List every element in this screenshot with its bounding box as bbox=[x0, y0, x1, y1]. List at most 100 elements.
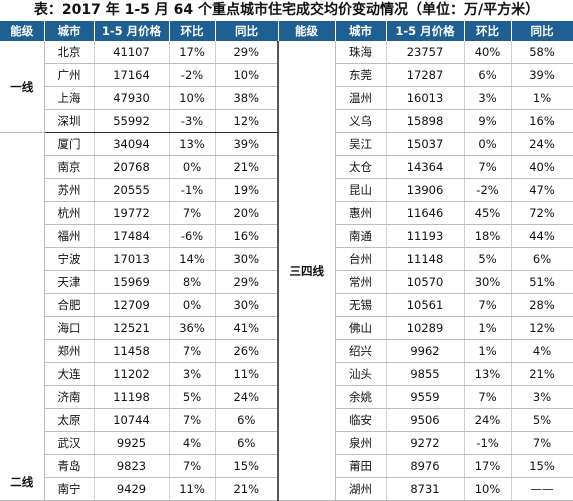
left-yoy-cell: 16% bbox=[215, 224, 279, 248]
left-city-cell: 郑州 bbox=[44, 339, 95, 363]
table-row: 广州 17164 -2% 10% 东莞 17287 6% 39% bbox=[0, 63, 573, 87]
right-price-cell: 8976 bbox=[386, 454, 465, 478]
right-city-cell: 吴江 bbox=[335, 132, 387, 156]
right-yoy-cell: 21% bbox=[511, 362, 573, 386]
left-city-cell: 合肥 bbox=[44, 293, 95, 317]
right-city-cell: 莆田 bbox=[335, 454, 387, 478]
right-mom-cell: -2% bbox=[464, 178, 512, 202]
right-city-cell: 昆山 bbox=[335, 178, 387, 202]
left-mom-cell: -3% bbox=[169, 109, 216, 133]
tier-label-tier34: 三四线 bbox=[277, 41, 336, 501]
left-price-cell: 19772 bbox=[94, 201, 170, 225]
right-mom-cell: 7% bbox=[464, 155, 512, 179]
right-city-cell: 南通 bbox=[335, 224, 387, 248]
right-city-cell: 绍兴 bbox=[335, 339, 387, 363]
right-mom-cell: 24% bbox=[464, 408, 512, 432]
left-city-cell: 上海 bbox=[44, 86, 95, 110]
left-mom-cell: 5% bbox=[169, 385, 216, 409]
left-mom-cell: 10% bbox=[169, 86, 216, 110]
left-mom-cell: 11% bbox=[169, 477, 216, 501]
left-city-cell: 深圳 bbox=[44, 109, 95, 133]
col-header-yoy-right: 同比 bbox=[511, 21, 573, 41]
right-mom-cell: 30% bbox=[464, 270, 512, 294]
left-city-cell: 济南 bbox=[44, 385, 95, 409]
table-title: 表：2017 年 1-5 月 64 个重点城市住宅成交均价变动情况（单位：万/平… bbox=[33, 2, 540, 18]
right-price-cell: 16013 bbox=[386, 86, 465, 110]
tier-label-tier2: 二线 bbox=[0, 132, 45, 501]
right-price-cell: 15037 bbox=[386, 132, 465, 156]
left-yoy-cell: 29% bbox=[215, 270, 279, 294]
right-yoy-cell: 6% bbox=[511, 247, 573, 271]
left-city-cell: 宁波 bbox=[44, 247, 95, 271]
right-city-cell: 珠海 bbox=[335, 41, 387, 64]
table-row: 二线 厦门 34094 13% 39% 吴江 15037 0% 24% bbox=[0, 132, 573, 501]
table-row: 青岛 9823 7% 15% 莆田 8976 17% 15% bbox=[0, 454, 573, 478]
right-mom-cell: 40% bbox=[464, 41, 512, 64]
left-mom-cell: 7% bbox=[169, 408, 216, 432]
right-price-cell: 15898 bbox=[386, 109, 465, 133]
right-mom-cell: 17% bbox=[464, 454, 512, 478]
left-yoy-cell: 15% bbox=[215, 454, 279, 478]
left-mom-cell: 13% bbox=[169, 132, 216, 156]
left-city-cell: 福州 bbox=[44, 224, 95, 248]
left-price-cell: 17013 bbox=[94, 247, 170, 271]
right-mom-cell: 18% bbox=[464, 224, 512, 248]
right-mom-cell: 5% bbox=[464, 247, 512, 271]
left-city-cell: 太原 bbox=[44, 408, 95, 432]
right-city-cell: 东莞 bbox=[335, 63, 387, 87]
table-row: 南宁 9429 11% 21% 湖州 8731 10% —— bbox=[0, 477, 573, 501]
left-yoy-cell: 21% bbox=[215, 477, 279, 501]
right-city-cell: 无锡 bbox=[335, 293, 387, 317]
right-yoy-cell: 39% bbox=[511, 63, 573, 87]
left-yoy-cell: 29% bbox=[215, 41, 279, 64]
table-row: 太原 10744 7% 6% 临安 9506 24% 5% bbox=[0, 408, 573, 432]
left-mom-cell: 36% bbox=[169, 316, 216, 340]
left-price-cell: 41107 bbox=[94, 41, 170, 64]
left-city-cell: 杭州 bbox=[44, 201, 95, 225]
right-yoy-cell: 5% bbox=[511, 408, 573, 432]
left-yoy-cell: 41% bbox=[215, 316, 279, 340]
left-mom-cell: 7% bbox=[169, 454, 216, 478]
table-row: 海口 12521 36% 41% 佛山 10289 1% 12% bbox=[0, 316, 573, 340]
col-header-price-left: 1-5 月价格 bbox=[94, 21, 170, 41]
left-mom-cell: 7% bbox=[169, 339, 216, 363]
left-city-cell: 青岛 bbox=[44, 454, 95, 478]
left-city-cell: 广州 bbox=[44, 63, 95, 87]
table-row: 宁波 17013 14% 30% 台州 11148 5% 6% bbox=[0, 247, 573, 271]
right-price-cell: 10561 bbox=[386, 293, 465, 317]
right-yoy-cell: 16% bbox=[511, 109, 573, 133]
left-mom-cell: -1% bbox=[169, 178, 216, 202]
left-city-cell: 大连 bbox=[44, 362, 95, 386]
left-price-cell: 15969 bbox=[94, 270, 170, 294]
right-mom-cell: 13% bbox=[464, 362, 512, 386]
left-price-cell: 9925 bbox=[94, 431, 170, 455]
right-mom-cell: 6% bbox=[464, 63, 512, 87]
right-price-cell: 11193 bbox=[386, 224, 465, 248]
left-yoy-cell: 24% bbox=[215, 385, 279, 409]
right-yoy-cell: 4% bbox=[511, 339, 573, 363]
table-row: 武汉 9925 4% 6% 泉州 9272 -1% 7% bbox=[0, 431, 573, 455]
left-city-cell: 北京 bbox=[44, 41, 95, 64]
left-price-cell: 11202 bbox=[94, 362, 170, 386]
left-mom-cell: 7% bbox=[169, 201, 216, 225]
col-header-yoy-left: 同比 bbox=[215, 21, 279, 41]
left-city-cell: 海口 bbox=[44, 316, 95, 340]
right-yoy-cell: 72% bbox=[511, 201, 573, 225]
right-yoy-cell: 1% bbox=[511, 86, 573, 110]
left-mom-cell: 0% bbox=[169, 293, 216, 317]
right-yoy-cell: 58% bbox=[511, 41, 573, 64]
price-table: 能级 城市 1-5 月价格 环比 同比 能级 城市 1-5 月价格 环比 同比 … bbox=[0, 21, 573, 501]
right-city-cell: 义乌 bbox=[335, 109, 387, 133]
left-yoy-cell: 6% bbox=[215, 431, 279, 455]
left-mom-cell: 17% bbox=[169, 41, 216, 64]
right-mom-cell: 7% bbox=[464, 385, 512, 409]
left-city-cell: 南京 bbox=[44, 155, 95, 179]
table-row: 苏州 20555 -1% 19% 昆山 13906 -2% 47% bbox=[0, 178, 573, 202]
left-price-cell: 11198 bbox=[94, 385, 170, 409]
right-city-cell: 湖州 bbox=[335, 477, 387, 501]
left-price-cell: 34094 bbox=[94, 132, 170, 156]
left-price-cell: 20555 bbox=[94, 178, 170, 202]
right-price-cell: 9272 bbox=[386, 431, 465, 455]
table-row: 天津 15969 8% 29% 常州 10570 30% 51% bbox=[0, 270, 573, 294]
left-mom-cell: -2% bbox=[169, 63, 216, 87]
